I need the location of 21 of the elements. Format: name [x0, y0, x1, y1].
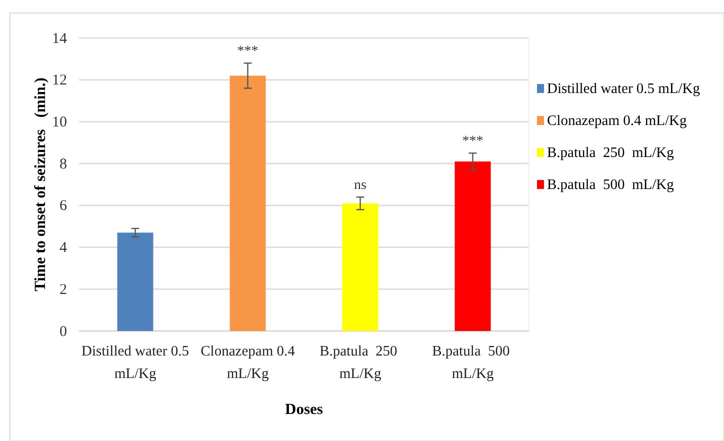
y-tick-label: 2 [60, 282, 67, 298]
x-tick-label: Distilled water 0.5 mL/Kg [81, 343, 190, 382]
y-tick-label: 14 [52, 30, 68, 47]
legend-label: Clonazepam 0.4 mL/Kg [547, 113, 687, 129]
legend-label: B.patula 500 mL/Kg [547, 177, 674, 193]
y-tick-label: 6 [60, 198, 68, 214]
x-tick-label: B.patula 500 mL/Kg [432, 343, 514, 382]
y-tick-label: 0 [60, 324, 67, 340]
y-tick-label: 4 [60, 240, 68, 256]
x-axis-title: Doses [285, 401, 323, 418]
y-axis-title: Time to onset of seizures (min.) [32, 78, 49, 292]
legend-label: B.patula 250 mL/Kg [547, 145, 674, 161]
annotation: ns [354, 178, 366, 194]
x-tick-label: B.patula 250 mL/Kg [320, 343, 401, 382]
annotation: *** [237, 44, 258, 60]
y-tick-label: 10 [52, 114, 67, 131]
x-tick-label: Clonazepam 0.4 mL/Kg [200, 343, 296, 382]
y-tick-label: 12 [52, 72, 67, 89]
legend-label: Distilled water 0.5 mL/Kg [547, 81, 700, 97]
annotation: *** [462, 134, 484, 150]
y-tick-label: 8 [60, 156, 67, 172]
